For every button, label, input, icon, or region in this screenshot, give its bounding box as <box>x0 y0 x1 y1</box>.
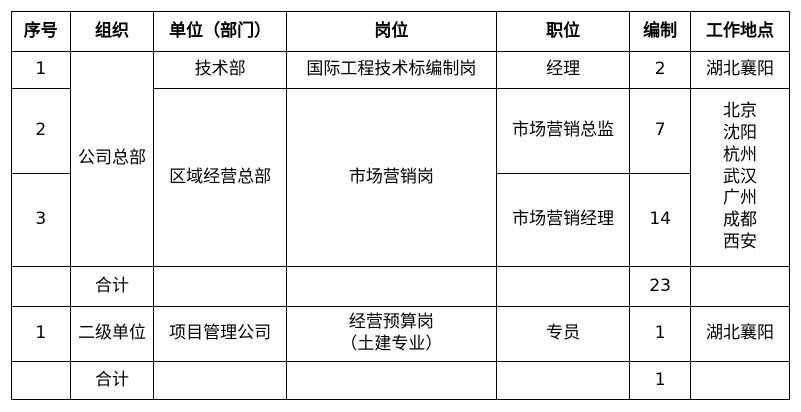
cell-unit: 技术部 <box>153 51 287 89</box>
table-row: 1 公司总部 技术部 国际工程技术标编制岗 经理 2 湖北襄阳 <box>11 51 791 267</box>
cell-seq: 3 <box>11 173 71 267</box>
cell-unit-merged: 区域经营总部 <box>153 88 287 267</box>
cell-post: 国际工程技术标编制岗 <box>285 51 497 89</box>
recruitment-plan-table: 序号 组织 单位（部门） 岗位 职位 编制 工作地点 1 公司总部 技术部 国际… <box>11 11 791 400</box>
cell-seq: 1 <box>11 51 71 89</box>
cell-subtotal-label: 合计 <box>69 361 155 400</box>
table-header-row: 序号 组织 单位（部门） 岗位 职位 编制 工作地点 <box>11 11 791 52</box>
cell-title <box>495 361 631 400</box>
cell-unit <box>153 361 287 400</box>
cell-location: 湖北襄阳 <box>689 306 791 362</box>
cell-subtotal-label: 合计 <box>69 266 155 307</box>
table-header: 序号 组织 单位（部门） 岗位 职位 编制 工作地点 <box>11 11 791 52</box>
cell-unit: 项目管理公司 <box>153 306 287 362</box>
cell-title: 市场营销经理 <box>495 173 631 267</box>
column-header-seq: 序号 <box>11 11 71 52</box>
cell-org-merged: 公司总部 <box>69 51 155 267</box>
column-header-post: 岗位 <box>285 11 497 52</box>
cell-post: 经营预算岗 （土建专业） <box>285 306 497 362</box>
column-header-quota: 编制 <box>629 11 691 52</box>
cell-seq: 2 <box>11 88 71 174</box>
table-row: 2 区域经营总部 市场营销岗 市场营销总监 7 北京 沈阳 杭州 武汉 广州 成… <box>11 88 791 267</box>
table-row: 1 二级单位 项目管理公司 经营预算岗 （土建专业） 专员 1 湖北襄阳 <box>11 306 791 362</box>
cell-seq <box>11 361 71 400</box>
cell-subtotal-quota: 23 <box>629 266 691 307</box>
table-row: 3 市场营销经理 14 <box>11 173 790 267</box>
cell-quota: 7 <box>629 88 691 174</box>
cell-title: 经理 <box>495 51 631 89</box>
cell-location-merged: 北京 沈阳 杭州 武汉 广州 成都 西安 <box>689 88 791 267</box>
table-body: 1 公司总部 技术部 国际工程技术标编制岗 经理 2 湖北襄阳 2 区域经营总部… <box>11 51 791 400</box>
cell-unit <box>153 266 287 307</box>
cell-location <box>689 266 791 307</box>
cell-seq: 1 <box>11 306 71 362</box>
cell-post <box>285 361 497 400</box>
table-subtotal-row: 合计 23 <box>11 266 791 307</box>
column-header-org: 组织 <box>69 11 155 52</box>
cell-seq <box>11 266 71 307</box>
column-header-title: 职位 <box>495 11 631 52</box>
cell-subtotal-quota: 1 <box>629 361 691 400</box>
cell-post <box>285 266 497 307</box>
cell-title <box>495 266 631 307</box>
cell-location <box>689 361 791 400</box>
cell-title: 市场营销总监 <box>495 88 631 174</box>
cell-org: 二级单位 <box>69 306 155 362</box>
cell-title: 专员 <box>495 306 631 362</box>
column-header-location: 工作地点 <box>689 11 791 52</box>
cell-post-merged: 市场营销岗 <box>285 88 497 267</box>
cell-quota: 14 <box>629 173 691 267</box>
cell-quota: 2 <box>629 51 691 89</box>
cell-quota: 1 <box>629 306 691 362</box>
table-subtotal-row: 合计 1 <box>11 361 791 400</box>
column-header-unit: 单位（部门） <box>153 11 287 52</box>
cell-location: 湖北襄阳 <box>689 51 791 89</box>
